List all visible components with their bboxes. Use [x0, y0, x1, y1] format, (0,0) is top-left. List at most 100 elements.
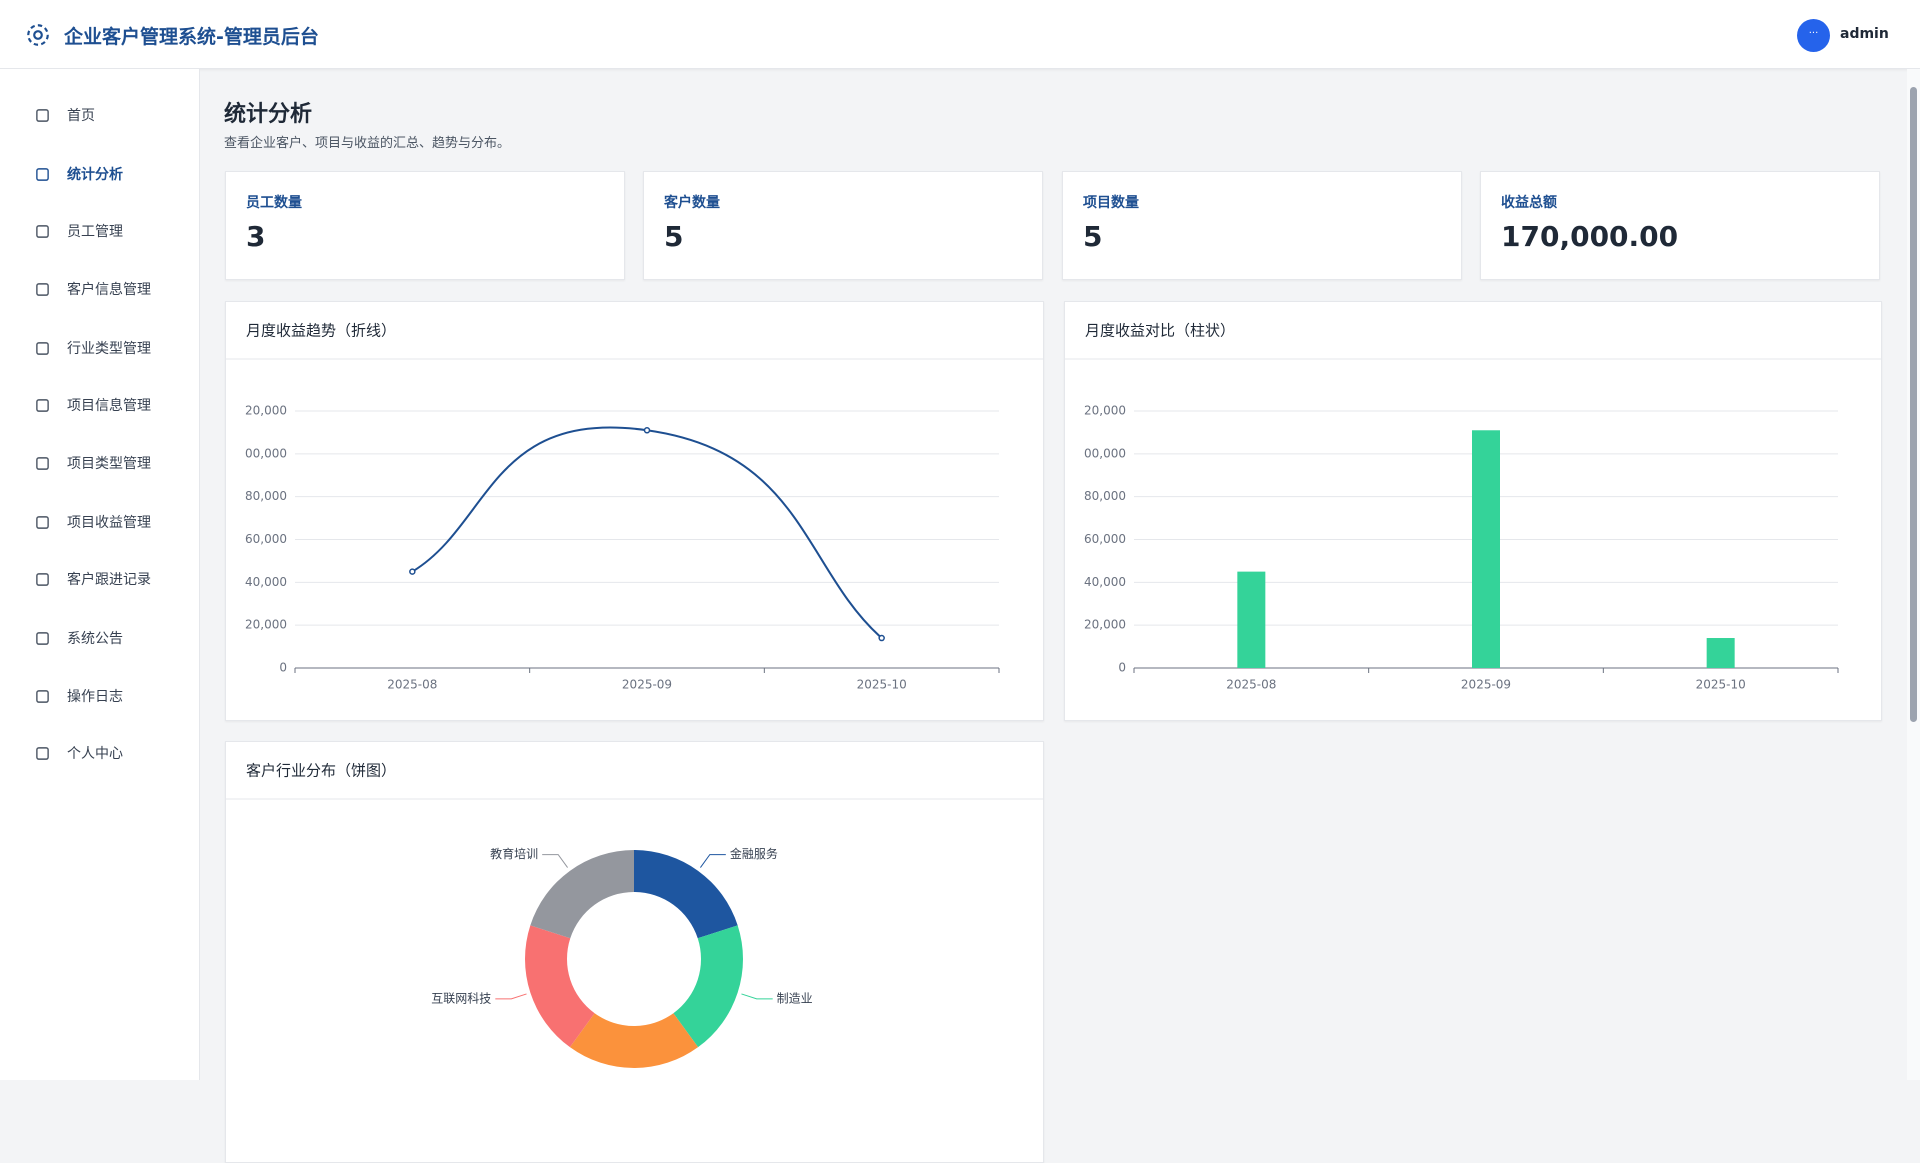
stat-label: 收益总额 — [1501, 195, 1557, 211]
stat-card: 项目数量 5 — [1062, 171, 1462, 280]
pie-slice — [673, 925, 743, 1048]
scrollbar[interactable] — [1907, 69, 1920, 1080]
y-tick-label: 80,000 — [245, 489, 287, 503]
chart-title: 客户行业分布（饼图） — [246, 762, 396, 780]
icon-shape — [36, 225, 49, 238]
menu-icon — [36, 225, 49, 238]
menu-label: 操作日志 — [67, 689, 123, 705]
stat-value: 5 — [664, 220, 684, 253]
slice-label: 制造业 — [777, 991, 813, 1005]
menu-label: 统计分析 — [67, 167, 123, 183]
bar — [1472, 430, 1500, 668]
leader-line — [495, 993, 527, 1000]
menu-icon — [36, 516, 49, 529]
menu-label: 项目信息管理 — [67, 398, 151, 414]
y-tick-label: 60,000 — [1084, 532, 1126, 546]
stat-label: 客户数量 — [664, 195, 720, 211]
y-tick-label: 20,000 — [1084, 618, 1126, 632]
pie-slice — [525, 925, 595, 1048]
y-tick-label: 40,000 — [245, 575, 287, 589]
header: 企业客户管理系统-管理员后台 ··· admin — [0, 0, 1920, 69]
icon-shape — [36, 457, 49, 470]
icon-shape — [36, 342, 49, 355]
chart-card: 客户行业分布（饼图） 金融服务 制造业 互联网科技 教育培训 — [225, 741, 1044, 1163]
menu-item[interactable]: 系统公告 — [0, 618, 199, 658]
x-tick-label: 2025-10 — [1696, 678, 1746, 692]
menu-icon — [36, 457, 49, 470]
chart-title: 月度收益趋势（折线） — [246, 322, 396, 340]
page-title: 统计分析 — [224, 102, 313, 127]
stat-card: 收益总额 170,000.00 — [1480, 171, 1880, 280]
stat-label: 员工数量 — [246, 195, 302, 211]
icon-shape — [36, 168, 49, 181]
leader-line — [542, 854, 568, 868]
icon-shape — [36, 109, 49, 122]
y-tick-label: 20,000 — [245, 618, 287, 632]
menu-icon — [36, 573, 49, 586]
line-series — [411, 426, 883, 639]
menu-item[interactable]: 操作日志 — [0, 676, 199, 716]
x-tick-label: 2025-08 — [387, 678, 437, 692]
menu-label: 个人中心 — [67, 746, 123, 762]
avatar[interactable]: ··· — [1797, 19, 1830, 52]
icon-shape — [36, 747, 49, 760]
slice-label: 互联网科技 — [431, 991, 491, 1005]
x-tick-label: 2025-09 — [622, 678, 672, 692]
stat-value: 5 — [1083, 220, 1103, 253]
y-tick-label: 00,000 — [245, 446, 287, 460]
chart-card: 月度收益趋势（折线） 0 20,000 40,000 60,000 80,000 00,00… — [225, 301, 1044, 721]
scrollbar-thumb[interactable] — [1910, 87, 1917, 722]
line-point — [643, 427, 651, 434]
line-point — [409, 568, 416, 575]
pie-slice — [530, 850, 634, 939]
menu-icon — [36, 399, 49, 412]
menu-item[interactable]: 项目类型管理 — [0, 443, 199, 483]
user-name[interactable]: admin — [1840, 26, 1889, 42]
icon-shape — [36, 573, 49, 586]
menu-item[interactable]: 客户信息管理 — [0, 269, 199, 309]
menu-item[interactable]: 项目收益管理 — [0, 502, 199, 542]
y-tick-label: 40,000 — [1084, 575, 1126, 589]
menu-item[interactable]: 项目信息管理 — [0, 385, 199, 425]
logo-icon — [27, 24, 49, 46]
page-subtitle: 查看企业客户、项目与收益的汇总、趋势与分布。 — [224, 136, 511, 151]
leader-line — [700, 854, 726, 868]
menu-icon — [36, 283, 49, 296]
stat-value: 3 — [246, 220, 266, 253]
menu-label: 客户跟进记录 — [67, 572, 151, 588]
stat-card: 员工数量 3 — [225, 171, 625, 280]
icon-shape — [36, 690, 49, 703]
stat-label: 项目数量 — [1083, 195, 1139, 211]
menu-icon — [36, 632, 49, 645]
menu-item[interactable]: 员工管理 — [0, 211, 199, 251]
menu-label: 员工管理 — [67, 224, 123, 240]
icon-shape — [36, 283, 49, 296]
menu-label: 系统公告 — [67, 631, 123, 647]
y-tick-label: 0 — [1118, 661, 1126, 675]
app-title: 企业客户管理系统-管理员后台 — [64, 26, 319, 48]
y-tick-label: 20,000 — [245, 404, 287, 418]
y-tick-label: 60,000 — [245, 532, 287, 546]
menu-item[interactable]: 统计分析 — [0, 154, 199, 194]
menu-icon — [36, 109, 49, 122]
chart: 月度收益趋势（折线） 0 20,000 40,000 60,000 80,000 00,00… — [226, 322, 1043, 692]
x-tick-label: 2025-08 — [1226, 678, 1276, 692]
stat-card: 客户数量 5 — [643, 171, 1043, 280]
chart-card: 月度收益对比（柱状） 0 20,000 40,000 60,000 80,000 00,00… — [1064, 301, 1882, 721]
menu-item[interactable]: 行业类型管理 — [0, 328, 199, 368]
bar — [1237, 571, 1266, 668]
menu-item[interactable]: 客户跟进记录 — [0, 559, 199, 599]
x-tick-label: 2025-10 — [857, 678, 907, 692]
x-tick-label: 2025-09 — [1461, 678, 1511, 692]
menu-item[interactable]: 个人中心 — [0, 733, 199, 773]
icon-shape — [36, 516, 49, 529]
menu-icon — [36, 342, 49, 355]
menu-icon — [36, 747, 49, 760]
menu-label: 项目类型管理 — [67, 456, 151, 472]
y-tick-label: 00,000 — [1084, 446, 1126, 460]
menu-item[interactable]: 首页 — [0, 95, 199, 135]
y-tick-label: 0 — [279, 661, 287, 675]
menu-icon — [36, 690, 49, 703]
